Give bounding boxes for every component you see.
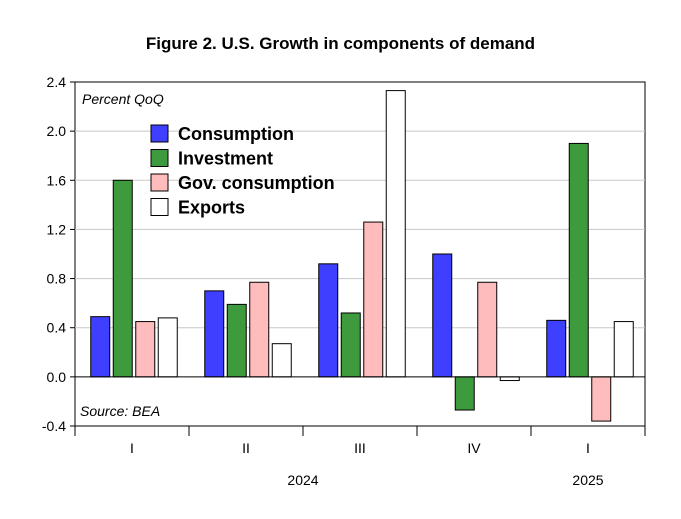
bar-gov-consumption (477, 281, 498, 378)
y-tick-label: 0.8 (47, 271, 67, 287)
y-unit-note: Percent QoQ (82, 91, 164, 107)
x-tick-label: I (586, 440, 590, 456)
bar-gov-consumption (249, 281, 270, 378)
bar-consumption (546, 319, 567, 378)
y-tick-label: 0.4 (47, 320, 67, 336)
legend-label-investment: Investment (178, 149, 273, 169)
y-axis: 2.4 2.0 1.6 1.2 0.8 0.4 0.0 -0.4 (42, 74, 75, 434)
legend-label-consumption: Consumption (178, 124, 294, 144)
bar-gov-consumption (363, 221, 384, 378)
bar-exports (385, 90, 406, 378)
bar-consumption (432, 253, 453, 378)
bar-investment (454, 376, 475, 411)
chart-title: Figure 2. U.S. Growth in components of d… (145, 34, 536, 53)
year-label: 2024 (287, 472, 318, 488)
y-tick-label: 2.0 (47, 123, 67, 139)
bar-exports (613, 321, 634, 378)
y-tick-label: 1.6 (47, 172, 67, 188)
legend-label-exports: Exports (178, 198, 245, 218)
y-tick-label: 1.2 (47, 221, 67, 237)
year-label: 2025 (572, 472, 603, 488)
legend-swatch-investment (150, 149, 169, 167)
x-tick-label: IV (467, 440, 481, 456)
bar-exports (157, 317, 178, 378)
legend-swatch-consumption (150, 124, 169, 143)
bar-investment (112, 179, 133, 378)
legend: Consumption Investment Gov. consumption Exp… (150, 124, 335, 218)
bar-gov-consumption (135, 321, 156, 378)
x-tick-label: I (130, 440, 134, 456)
bar-consumption (90, 316, 111, 378)
y-tick-label: 2.4 (47, 74, 67, 90)
x-tick-label: II (242, 440, 250, 456)
legend-swatch-gov-consumption (150, 173, 169, 192)
bar-exports (499, 376, 520, 382)
legend-label-gov-consumption: Gov. consumption (178, 173, 335, 193)
y-tick-label: -0.4 (42, 418, 66, 434)
source-note: Source: BEA (80, 403, 160, 419)
bar-investment (568, 142, 589, 378)
bar-investment (340, 312, 361, 378)
bar-exports (271, 343, 292, 378)
y-tick-label: 0.0 (47, 369, 67, 385)
x-tick-label: III (354, 440, 366, 456)
legend-swatch-exports (150, 198, 169, 216)
bar-consumption (204, 290, 225, 378)
bar-investment (226, 303, 247, 378)
bar-consumption (318, 263, 339, 378)
bar-gov-consumption (591, 376, 612, 422)
